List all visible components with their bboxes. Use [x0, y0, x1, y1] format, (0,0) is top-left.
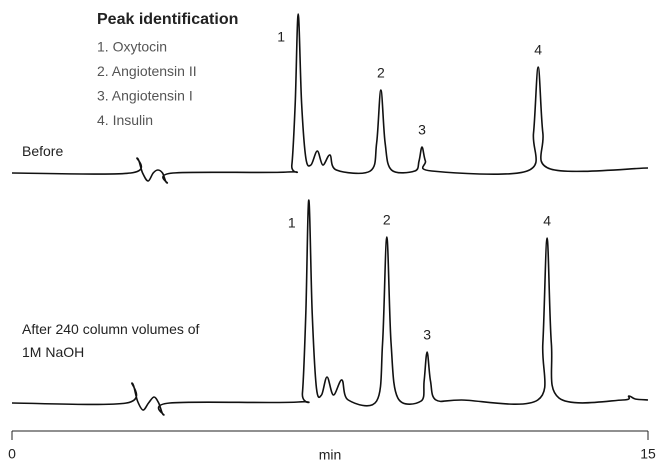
peak-label: 4 [534, 42, 542, 58]
peak-label: 2 [383, 212, 391, 228]
x-tick-label: 0 [8, 446, 16, 462]
x-tick-label: 15 [640, 446, 656, 462]
legend-title: Peak identification [97, 11, 238, 28]
peak-label: 2 [377, 65, 385, 81]
peak-label: 1 [277, 29, 285, 45]
legend-item: 1. Oxytocin [97, 39, 167, 55]
series-label: After 240 column volumes of 1M NaOH [22, 321, 200, 360]
peak-label: 3 [423, 327, 431, 343]
series-label: Before [22, 143, 64, 159]
trace [11, 13, 649, 184]
trace [11, 199, 649, 416]
peak-label: 3 [418, 122, 426, 138]
x-axis-label: min [319, 447, 342, 463]
legend-item: 2. Angiotensin II [97, 63, 197, 79]
peak-label: 4 [543, 213, 551, 229]
legend-item: 3. Angiotensin I [97, 88, 193, 104]
peak-label: 1 [288, 215, 296, 231]
legend-item: 4. Insulin [97, 112, 153, 128]
